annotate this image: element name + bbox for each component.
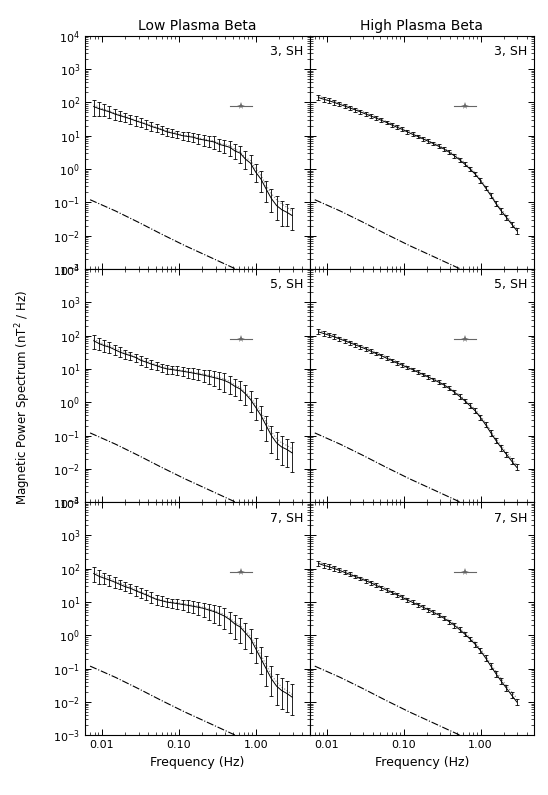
Text: 3, SH: 3, SH: [494, 45, 528, 58]
Text: Magnetic Power Spectrum (nT$^2$ / Hz): Magnetic Power Spectrum (nT$^2$ / Hz): [14, 290, 33, 505]
X-axis label: Frequency (Hz): Frequency (Hz): [375, 756, 469, 769]
Text: 3, SH: 3, SH: [270, 45, 303, 58]
X-axis label: Frequency (Hz): Frequency (Hz): [150, 756, 244, 769]
Text: 5, SH: 5, SH: [270, 278, 303, 291]
Text: 5, SH: 5, SH: [494, 278, 528, 291]
Text: 7, SH: 7, SH: [270, 511, 303, 525]
Text: 7, SH: 7, SH: [494, 511, 528, 525]
Title: Low Plasma Beta: Low Plasma Beta: [138, 19, 256, 33]
Title: High Plasma Beta: High Plasma Beta: [361, 19, 483, 33]
